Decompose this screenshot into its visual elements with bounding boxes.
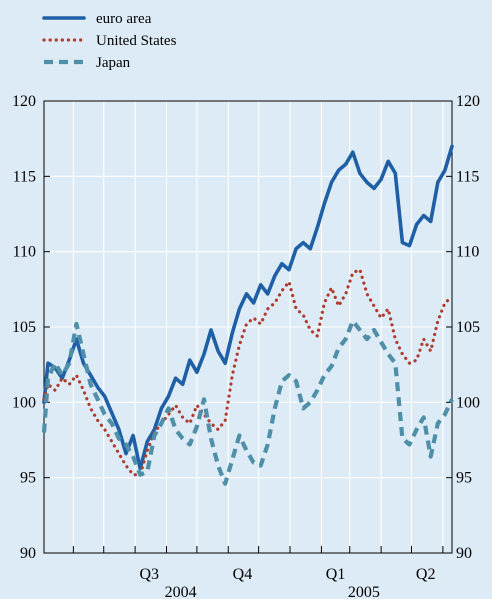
x-year-label: 2005 bbox=[348, 584, 380, 599]
y-tick-label-right: 100 bbox=[456, 394, 480, 411]
y-axis-left: 90 95 100 105 110 115 120 bbox=[12, 93, 50, 562]
x-quarter-label: Q3 bbox=[140, 566, 160, 583]
series-line-euro-area bbox=[42, 144, 454, 471]
series-line-japan bbox=[41, 318, 454, 486]
x-axis: Q3 Q4 Q1 Q2 2004 2005 bbox=[140, 566, 436, 599]
y-tick-label-left: 95 bbox=[20, 470, 36, 487]
x-quarter-label: Q2 bbox=[416, 566, 436, 583]
y-tick-label-right: 115 bbox=[456, 168, 479, 185]
y-axis-right: 90 95 100 105 110 115 120 bbox=[446, 93, 480, 562]
y-tick-label-left: 120 bbox=[12, 93, 36, 110]
y-tick-label-left: 105 bbox=[12, 319, 36, 336]
y-tick-label-right: 105 bbox=[456, 319, 480, 336]
legend: euro area United States Japan bbox=[42, 11, 177, 71]
y-tick-label-right: 90 bbox=[456, 545, 472, 562]
y-tick-label-left: 110 bbox=[13, 244, 36, 261]
y-tick-label-right: 110 bbox=[456, 244, 479, 261]
x-quarter-label: Q1 bbox=[326, 566, 346, 583]
series-line-united-states bbox=[42, 268, 454, 477]
y-tick-label-right: 95 bbox=[456, 470, 472, 487]
legend-label-united-states: United States bbox=[96, 33, 177, 49]
y-tick-label-left: 90 bbox=[20, 545, 36, 562]
y-tick-label-right: 120 bbox=[456, 93, 480, 110]
y-tick-label-left: 115 bbox=[13, 168, 36, 185]
x-quarter-label: Q4 bbox=[233, 566, 253, 583]
series-lines bbox=[41, 144, 454, 486]
legend-label-euro-area: euro area bbox=[96, 11, 152, 27]
y-tick-label-left: 100 bbox=[12, 394, 36, 411]
legend-label-japan: Japan bbox=[96, 55, 131, 71]
x-year-label: 2004 bbox=[165, 584, 197, 599]
